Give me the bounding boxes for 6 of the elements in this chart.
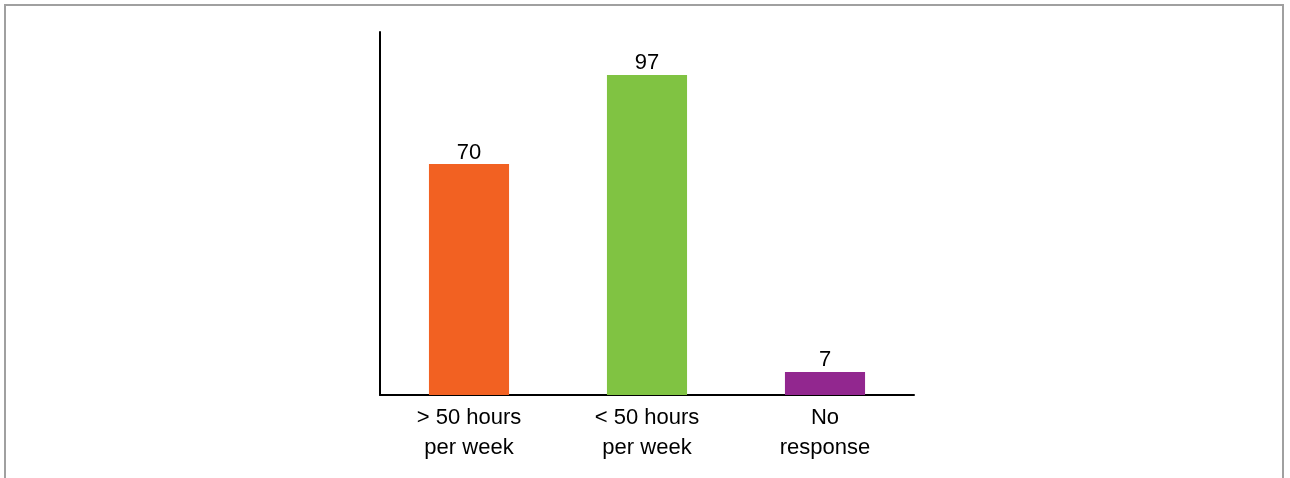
x-tick-label: No response bbox=[779, 403, 871, 459]
data-label: 97 bbox=[634, 49, 660, 75]
data-label: 7 bbox=[818, 346, 832, 372]
x-tick-label: < 50 hours per week bbox=[594, 403, 700, 459]
data-label: 70 bbox=[456, 138, 482, 164]
x-tick-label: > 50 hours per week bbox=[416, 403, 522, 459]
